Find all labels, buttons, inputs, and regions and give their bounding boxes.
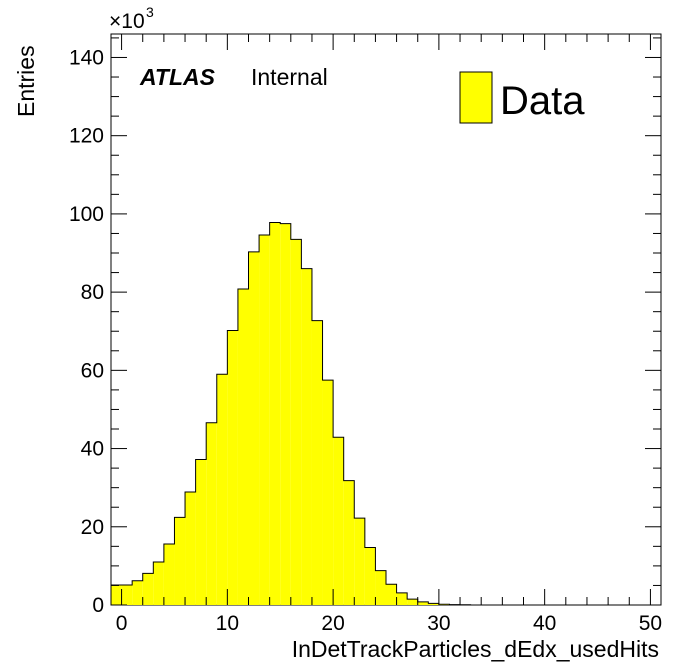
y-tick-label: 100 bbox=[69, 203, 104, 226]
histogram-bar bbox=[354, 518, 365, 605]
y-tick-label: 120 bbox=[69, 125, 104, 148]
x-tick-label: 50 bbox=[639, 612, 662, 635]
histogram-bar bbox=[364, 547, 376, 605]
histogram-bar bbox=[375, 570, 386, 605]
y-tick-label: 40 bbox=[81, 438, 104, 461]
histogram-bar bbox=[290, 239, 302, 605]
histogram-outline bbox=[110, 222, 661, 606]
histogram-bar bbox=[153, 561, 164, 605]
atlas-internal-label: Internal bbox=[251, 64, 328, 90]
legend-swatch bbox=[459, 71, 493, 124]
histogram-bar bbox=[206, 422, 217, 605]
histogram-bar bbox=[185, 491, 196, 605]
y-tick-label: 140 bbox=[69, 46, 104, 69]
x-tick-labels: 0 10 20 30 40 50 bbox=[116, 612, 662, 635]
histogram-bar bbox=[121, 585, 133, 605]
y-tick-labels: 0 20 40 60 80 100 120 140 bbox=[69, 46, 104, 617]
y-tick-label: 80 bbox=[81, 281, 104, 304]
x-tick-label: 30 bbox=[427, 612, 450, 635]
x-tick-label: 0 bbox=[116, 612, 128, 635]
x-tick-label: 10 bbox=[216, 612, 239, 635]
histogram-bar bbox=[248, 251, 260, 606]
y-multiplier-base: ×10 bbox=[109, 10, 145, 33]
y-tick-label: 20 bbox=[81, 516, 104, 539]
axis-ticks bbox=[111, 34, 661, 606]
histogram-bar bbox=[428, 603, 439, 605]
histogram-bar bbox=[311, 320, 323, 605]
histogram-bar bbox=[386, 584, 397, 605]
legend-label: Data bbox=[500, 79, 585, 123]
histogram-bar bbox=[407, 599, 418, 605]
histogram-bar bbox=[142, 573, 154, 605]
histogram-bar bbox=[396, 592, 408, 605]
histogram-bar bbox=[195, 459, 207, 605]
histogram-bar bbox=[111, 585, 122, 605]
y-tick-label: 60 bbox=[81, 359, 104, 382]
histogram-bar bbox=[259, 235, 270, 605]
histogram-bar bbox=[322, 380, 334, 605]
histogram-bar bbox=[237, 288, 249, 605]
histogram-bar bbox=[417, 601, 429, 605]
histogram-bar bbox=[280, 223, 291, 605]
histogram-bar bbox=[132, 580, 143, 605]
histogram-bar bbox=[163, 543, 175, 605]
histogram-bar bbox=[269, 222, 281, 605]
y-axis-title: Entries bbox=[13, 45, 39, 117]
histogram-bar bbox=[174, 517, 186, 605]
x-tick-label: 40 bbox=[533, 612, 556, 635]
histogram-bar bbox=[301, 268, 312, 605]
atlas-label: ATLAS bbox=[139, 64, 216, 90]
histogram-bar bbox=[216, 374, 228, 605]
histogram-bar bbox=[227, 330, 238, 605]
histogram-bar bbox=[343, 480, 355, 605]
x-tick-label: 20 bbox=[321, 612, 344, 635]
histogram-bar bbox=[333, 437, 344, 605]
histogram-bars bbox=[111, 222, 471, 606]
y-tick-label: 0 bbox=[92, 594, 104, 617]
x-axis-title: InDetTrackParticles_dEdx_usedHits bbox=[292, 636, 659, 662]
y-multiplier-exponent: 3 bbox=[146, 4, 154, 20]
